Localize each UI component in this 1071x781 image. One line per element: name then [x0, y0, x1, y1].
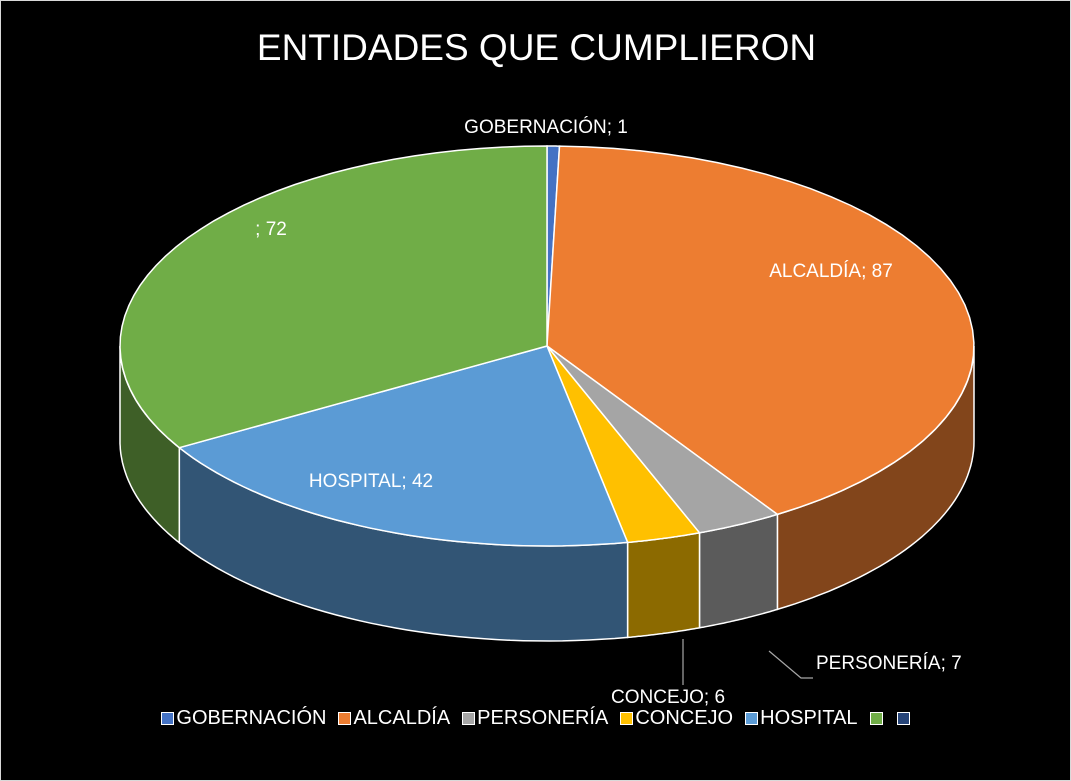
legend-label: ALCALDÍA	[353, 707, 451, 729]
legend-swatch	[462, 712, 476, 725]
slice	[546, 345, 780, 534]
data-label: CONCEJO; 6	[611, 687, 726, 708]
legend-label: GOBERNACIÓN	[176, 707, 327, 729]
legend: GOBERNACIÓN ALCALDÍA PERSONERÍA CONCEJO HOSP…	[1, 707, 1070, 730]
data-label: PERSONERÍA; 7	[816, 653, 962, 674]
legend-item: CONCEJO	[620, 707, 733, 730]
data-label: ; 72	[255, 219, 287, 240]
slice	[546, 345, 701, 544]
legend-item: HOSPITAL	[745, 707, 858, 730]
data-label: ALCALDÍA; 87	[769, 261, 893, 282]
legend-item	[869, 707, 885, 730]
slice	[177, 345, 629, 547]
slice-side	[626, 531, 701, 639]
data-label: HOSPITAL; 42	[308, 471, 434, 492]
legend-swatch	[161, 712, 175, 725]
chart-title: ENTIDADES QUE CUMPLIERON	[256, 27, 817, 68]
legend-swatch	[338, 712, 352, 725]
legend-item: PERSONERÍA	[462, 707, 608, 730]
legend-swatch	[745, 712, 759, 725]
legend-swatch	[869, 712, 883, 725]
data-label: GOBERNACIÓN; 1	[464, 117, 628, 138]
leader-line	[768, 650, 813, 679]
legend-label: HOSPITAL	[760, 707, 858, 729]
legend-swatch	[896, 712, 910, 725]
slice-side	[698, 513, 779, 629]
slice	[119, 145, 548, 449]
legend-item: ALCALDÍA	[338, 707, 450, 730]
legend-label: PERSONERÍA	[477, 707, 609, 729]
legend-label: CONCEJO	[635, 707, 734, 729]
legend-swatch	[620, 712, 634, 725]
legend-item	[896, 707, 912, 730]
slice	[546, 145, 975, 516]
legend-item: GOBERNACIÓN	[161, 707, 326, 730]
